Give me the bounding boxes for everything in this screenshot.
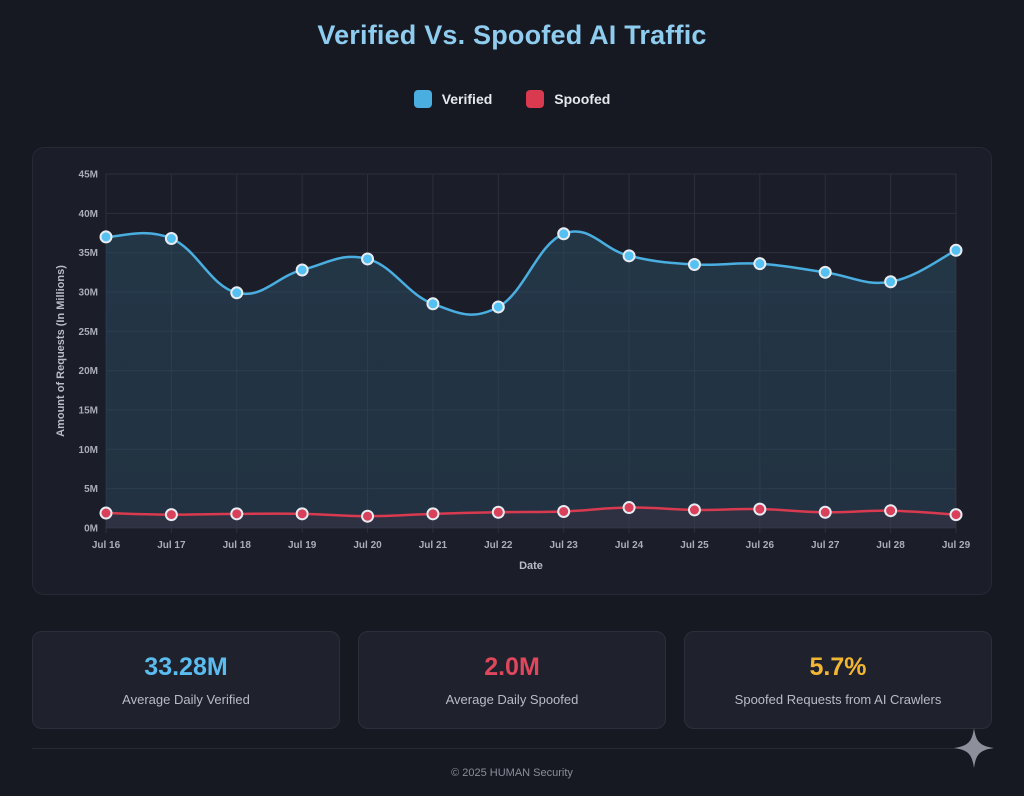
legend-swatch-spoofed (526, 90, 545, 108)
stat-value-spoofed-percent: 5.7% (809, 653, 867, 681)
stat-label-spoofed-percent: Spoofed Requests from AI Crawlers (734, 692, 942, 707)
chart-card (32, 147, 992, 595)
stat-card-spoofed: 2.0M Average Daily Spoofed (358, 631, 666, 729)
sparkle-icon (954, 728, 994, 768)
legend-swatch-verified (413, 90, 432, 108)
stat-value-spoofed: 2.0M (484, 653, 540, 681)
legend-item-verified[interactable]: Verified (413, 90, 493, 108)
page-title: Verified Vs. Spoofed AI Traffic (317, 20, 707, 50)
footer-copyright: © 2025 HUMAN Security (451, 767, 573, 779)
stat-card-spoofed-percent: 5.7% Spoofed Requests from AI Crawlers (684, 631, 992, 729)
stat-label-spoofed: Average Daily Spoofed (445, 692, 579, 707)
legend-item-spoofed[interactable]: Spoofed (526, 90, 610, 108)
stat-card-verified: 33.28M Average Daily Verified (32, 631, 340, 729)
chart-legend: Verified Spoofed (0, 90, 1024, 108)
legend-label-verified: Verified (441, 91, 493, 107)
legend-label-spoofed: Spoofed (554, 91, 611, 107)
stat-value-verified: 33.28M (144, 653, 228, 681)
stat-label-verified: Average Daily Verified (122, 692, 250, 707)
footer-divider (32, 748, 992, 749)
stats-row: 33.28M Average Daily Verified 2.0M Avera… (32, 631, 992, 729)
